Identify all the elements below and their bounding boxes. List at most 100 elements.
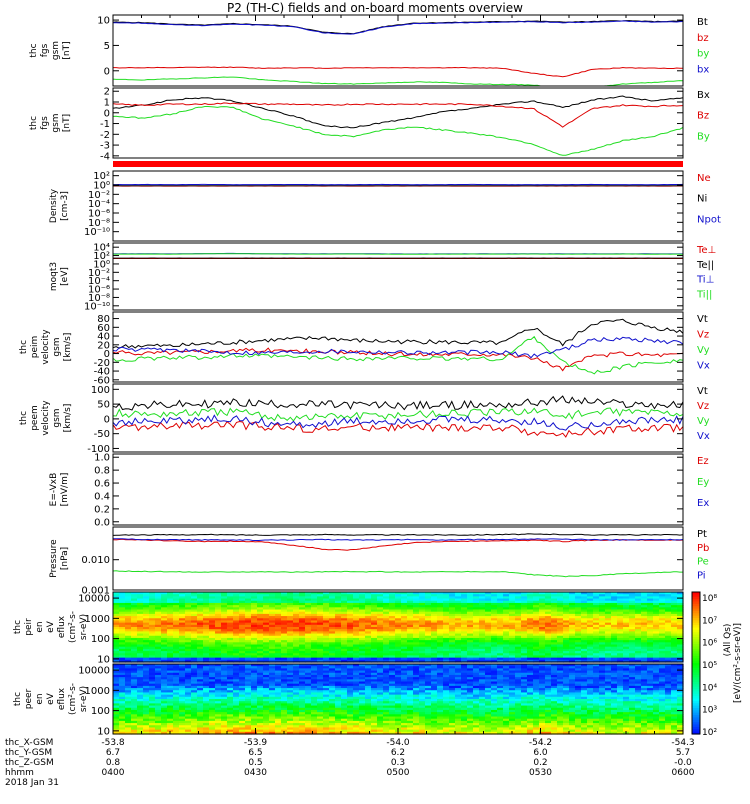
y-tick-label: 10⁻¹⁰ — [84, 301, 110, 312]
y-axis-label: thc — [29, 43, 39, 57]
y-axis-label: sr-eV) — [79, 614, 89, 640]
fgs-series-bz — [113, 67, 683, 77]
legend-bt: Bt — [697, 17, 708, 28]
pressure-series-pe — [113, 571, 683, 577]
y-axis-label: peim — [30, 336, 40, 359]
legend-ti: Ti⊥ — [696, 275, 714, 286]
y-axis-label: thc — [19, 340, 29, 354]
y-axis-label: (cm²-s- — [68, 611, 78, 643]
legend-pb: Pb — [697, 543, 709, 554]
peim-velocity-frame — [113, 312, 683, 382]
legend-vx: Vx — [697, 361, 710, 372]
y-tick-label: 10 — [97, 16, 110, 27]
y-axis-label: en — [35, 621, 45, 632]
y-axis-label: [km/s] — [63, 333, 73, 362]
legend-bz: bz — [697, 33, 709, 44]
y-axis-label: [mV/m] — [60, 473, 70, 507]
efield-frame — [113, 454, 683, 525]
y-axis-label: [nPa] — [60, 547, 70, 570]
y-tick-label: 0.010 — [81, 555, 110, 566]
fgs-series-by — [113, 77, 683, 86]
y-axis-label: peir — [24, 618, 34, 636]
y-axis-label: velocity — [41, 329, 51, 365]
temperature-series-ti — [113, 254, 683, 255]
peem-velocity-series-vz — [113, 422, 683, 438]
y-axis-label: velocity — [41, 400, 51, 436]
y-tick-label: 5 — [104, 41, 110, 52]
peir-spectrogram — [113, 592, 684, 663]
y-axis-label: gsm — [51, 41, 61, 60]
pressure-frame — [113, 527, 683, 590]
peem-velocity-series-vt — [113, 396, 683, 410]
y-tick-label: 0.0 — [94, 517, 110, 528]
fgs-series-bx — [113, 21, 683, 34]
y-axis-label: Pressure — [49, 539, 59, 578]
legend-vt: Vt — [697, 386, 708, 397]
y-tick-label: 100 — [91, 634, 110, 645]
y-axis-label: fgs — [40, 116, 50, 130]
fgs-angles-series-by — [113, 107, 683, 156]
y-axis-label: Density — [49, 188, 59, 223]
pressure-series-pt — [113, 534, 683, 536]
legend-ex: Ex — [697, 498, 709, 509]
y-tick-label: 0 — [104, 66, 110, 77]
fgs-angles-series-bz — [113, 103, 683, 127]
y-tick-label: 50 — [97, 400, 110, 411]
peim-velocity-series-vt — [113, 319, 683, 348]
pressure-series-pb — [113, 539, 683, 550]
panel-density: 10²10⁰10⁻²10⁻⁴10⁻⁶10⁻⁸10⁻¹⁰Density[cm-3]… — [49, 171, 721, 241]
y-tick-label: 0.8 — [94, 466, 110, 477]
y-tick-label: -50 — [94, 429, 110, 440]
peer-spectrogram — [113, 664, 684, 735]
y-tick-label: 10000 — [78, 594, 110, 605]
separator-bar — [113, 161, 683, 167]
legend-pe: Pe — [697, 557, 709, 568]
y-tick-label: -3 — [100, 141, 110, 152]
legend-bx: Bx — [697, 90, 710, 101]
legend-te: Te⊥ — [696, 245, 716, 256]
y-axis-label: [nT] — [62, 41, 72, 59]
legend-ne: Ne — [697, 173, 711, 184]
y-axis-label: thc — [13, 620, 23, 634]
legend-by: By — [697, 131, 710, 142]
y-tick-label: 10⁻¹⁰ — [84, 227, 110, 238]
figure-title: P2 (TH-C) fields and on-board moments ov… — [0, 1, 750, 15]
temperature-frame — [113, 243, 683, 310]
y-axis-label: fgs — [40, 43, 50, 57]
y-axis-label: thc — [29, 116, 39, 130]
y-axis-label: [cm-3] — [60, 191, 70, 221]
legend-ni: Ni — [697, 194, 707, 205]
y-tick-label: 10 — [97, 654, 110, 665]
fgs-angles-series-bx — [113, 96, 683, 128]
y-axis-label: gsm — [52, 337, 62, 356]
y-axis-label: moqt3 — [49, 262, 59, 291]
legend-te: Te|| — [696, 260, 714, 271]
y-tick-label: 0 — [104, 108, 110, 119]
y-tick-label: -2 — [100, 130, 110, 141]
y-axis-label: peem — [30, 405, 40, 431]
y-tick-label: 2 — [104, 87, 110, 98]
y-axis-label: eflux — [57, 615, 67, 638]
y-axis-label: thc — [19, 411, 29, 425]
legend-bz: Bz — [697, 111, 709, 122]
y-tick-label: 0.6 — [94, 479, 110, 490]
y-axis-label: E=-VxB — [49, 473, 59, 507]
legend-vy: Vy — [697, 416, 710, 427]
legend-pt: Pt — [697, 529, 707, 540]
y-axis-label: gsm — [52, 408, 62, 427]
y-tick-label: -4 — [100, 151, 110, 162]
y-tick-label: 0.2 — [94, 504, 110, 515]
legend-pi: Pi — [697, 570, 706, 581]
legend-vx: Vx — [697, 431, 710, 442]
legend-vz: Vz — [697, 401, 709, 412]
legend-ez: Ez — [697, 456, 709, 467]
y-axis-label: eV — [46, 620, 56, 633]
y-tick-label: 0.4 — [94, 491, 110, 502]
